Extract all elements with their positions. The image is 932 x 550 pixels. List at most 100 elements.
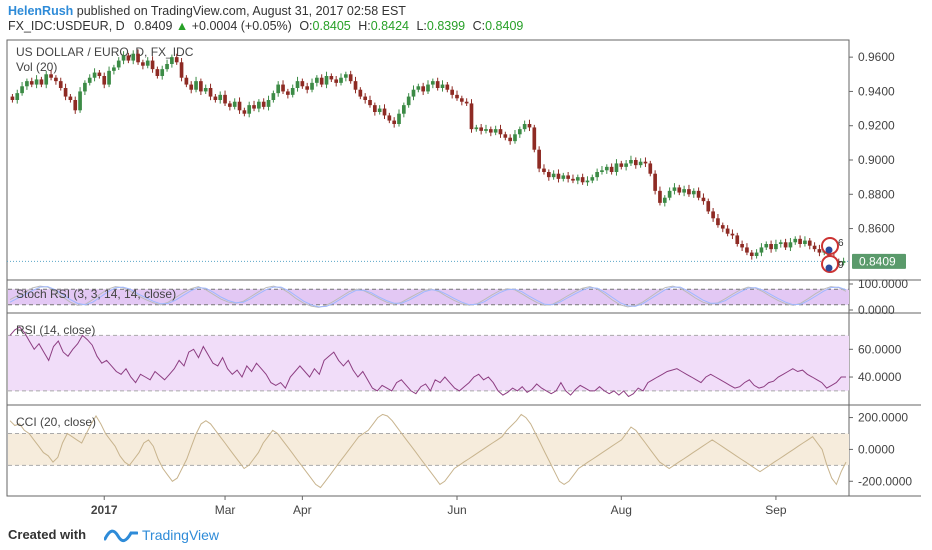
candle-body (793, 238, 798, 243)
candle-body (706, 201, 711, 212)
candle-body (83, 82, 87, 92)
candle-body (228, 103, 232, 107)
candle-body (609, 166, 614, 172)
candle-body (677, 187, 682, 193)
symbol-row: FX_IDC:USDEUR, D 0.8409 ▲ +0.0004 (+0.05… (8, 19, 523, 33)
stoch-axis-ticks: 100.0000 0.0000 (849, 277, 908, 317)
candle-body (126, 55, 131, 61)
candle-body (290, 88, 295, 95)
cci-band (8, 433, 849, 466)
candle-body (58, 81, 63, 88)
open-label: O: (299, 19, 313, 33)
time-axis[interactable]: 2017 Mar Apr Jun Aug Sep (91, 496, 787, 517)
author-link[interactable]: HelenRush (8, 4, 74, 18)
candle-body (435, 81, 440, 88)
candle-body (701, 197, 706, 202)
candle-body (305, 86, 310, 90)
candle-body (440, 84, 445, 88)
cci-pane[interactable]: CCI (20, close) 200.0000 0.0000 -200.0000 (8, 411, 912, 489)
candle-body (247, 105, 252, 114)
candle-body (455, 94, 459, 99)
candle-body (459, 98, 464, 102)
candle-body (682, 189, 686, 193)
indicator-tick-label: 40.0000 (858, 370, 902, 384)
candle-body (145, 60, 150, 66)
candle-body (49, 74, 53, 78)
candle-body (353, 81, 358, 90)
stoch-d-line (9, 286, 847, 308)
candle-body (517, 129, 522, 135)
time-tick-label: Apr (293, 503, 312, 517)
candle-body (107, 70, 111, 85)
indicator-tick-label: 0.0000 (858, 442, 895, 456)
candle-body (319, 77, 324, 85)
cci-line (9, 413, 847, 489)
time-tick-label: 2017 (91, 503, 118, 517)
event-count-2: 9 (838, 260, 844, 271)
candle-body (725, 228, 730, 234)
candle-body (508, 137, 512, 142)
candle-body (687, 189, 691, 195)
candle-body (716, 218, 720, 226)
candle-body (402, 105, 406, 114)
chart-frame[interactable]: US DOLLAR / EURO, D, FX_IDC Vol (20) 0.9… (0, 36, 932, 524)
candle-body (426, 84, 430, 92)
candle-body (546, 172, 551, 178)
candle-body (537, 149, 541, 169)
chart-header: HelenRush published on TradingView.com, … (8, 4, 926, 34)
time-tick-label: Mar (215, 503, 236, 517)
candle-body (25, 81, 29, 87)
candle-body (595, 172, 599, 178)
stoch-rsi-pane[interactable]: Stoch RSI (3, 3, 14, 14, close) 100.0000… (8, 277, 908, 317)
candle-body (774, 244, 778, 250)
candle-body (348, 74, 353, 82)
candle-body (764, 244, 769, 248)
candle-body (769, 244, 773, 250)
created-with-label: Created with (8, 527, 87, 542)
candle-body (112, 67, 116, 71)
indicator-tick-label: 200.0000 (858, 411, 908, 425)
candle-body (392, 120, 397, 124)
candle-body (411, 89, 416, 97)
candle-body (745, 247, 749, 253)
indicator-tick-label: 100.0000 (858, 277, 908, 291)
chart-svg[interactable]: US DOLLAR / EURO, D, FX_IDC Vol (20) 0.9… (0, 36, 932, 524)
candle-body (493, 129, 498, 133)
candle-body (15, 93, 20, 100)
high-label: H: (358, 19, 371, 33)
candles-group (10, 49, 846, 267)
candle-body (479, 127, 483, 131)
tradingview-brand-link[interactable]: TradingView (142, 527, 220, 543)
rsi-pane[interactable]: RSI (14, close) 60.0000 40.0000 (8, 323, 902, 398)
candle-body (638, 161, 643, 166)
candle-body (179, 62, 184, 78)
close-label: C: (472, 19, 486, 33)
price-tick-label: 0.8800 (858, 187, 895, 201)
candle-body (387, 115, 392, 121)
candle-body (334, 79, 339, 83)
tradingview-logo-icon[interactable] (104, 527, 138, 543)
candle-body (542, 168, 546, 172)
candle-body (300, 81, 305, 87)
price-pane[interactable]: US DOLLAR / EURO, D, FX_IDC Vol (20) 0.9… (7, 45, 906, 273)
volume-indicator-label: Vol (20) (16, 60, 57, 74)
price-axis-ticks: 0.9600 0.9400 0.9200 0.9000 0.8800 0.8600 (849, 50, 895, 236)
candle-body (373, 105, 377, 112)
candle-body (575, 177, 580, 181)
candle-body (551, 173, 556, 178)
price-tick-label: 0.8600 (858, 222, 895, 236)
candle-body (150, 60, 155, 70)
candle-body (329, 76, 334, 80)
price-tick-label: 0.9600 (858, 50, 895, 64)
price-tick-label: 0.9400 (858, 84, 895, 98)
candle-body (788, 242, 793, 248)
candle-body (68, 96, 73, 100)
candle-body (561, 175, 566, 179)
high-value: 0.8424 (370, 19, 409, 33)
candle-body (136, 53, 140, 63)
price-tick-label: 0.9000 (858, 153, 895, 167)
candle-body (672, 187, 677, 191)
flag-icon (825, 264, 833, 272)
candle-body (281, 84, 285, 92)
candle-body (735, 235, 740, 244)
